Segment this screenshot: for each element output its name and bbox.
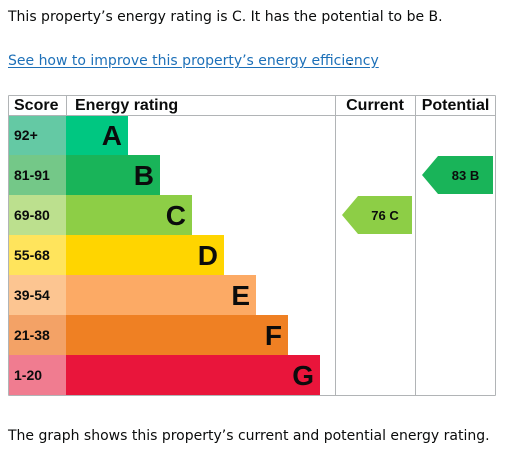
rating-bar-f xyxy=(66,315,288,355)
score-label-f: 21-38 xyxy=(14,327,50,343)
link-period: . xyxy=(348,53,353,69)
header-current: Current xyxy=(346,97,404,114)
score-cell-b xyxy=(8,155,66,195)
header-score: Score xyxy=(14,97,59,114)
graph-description: The graph shows this property’s current … xyxy=(8,428,490,444)
improve-efficiency-link[interactable]: See how to improve this property’s energ… xyxy=(8,53,379,69)
energy-rating-chart: Score Energy rating Current Potential 92+ A 81… xyxy=(8,95,496,396)
score-label-d: 55-68 xyxy=(14,247,50,263)
score-label-c: 69-80 xyxy=(14,207,50,223)
rating-letter-g: G xyxy=(292,360,314,391)
rating-letter-a: A xyxy=(102,120,122,151)
rating-bar-b xyxy=(66,155,160,195)
rating-bar-a xyxy=(66,115,128,155)
rating-bar-e xyxy=(66,275,256,315)
current-arrow xyxy=(342,196,412,234)
header-potential: Potential xyxy=(422,97,490,114)
rating-letter-d: D xyxy=(198,240,218,271)
current-rating-label: 76 C xyxy=(371,208,399,223)
score-label-b: 81-91 xyxy=(14,167,50,183)
score-cell-a xyxy=(8,115,66,155)
energy-rating-graph: Score Energy rating Current Potential 92+ A 81… xyxy=(8,95,496,396)
score-label-a: 92+ xyxy=(14,127,38,143)
score-cell-f xyxy=(8,315,66,355)
score-cell-e xyxy=(8,275,66,315)
rating-bar-d xyxy=(66,235,224,275)
score-cell-g xyxy=(8,355,66,395)
rating-letter-b: B xyxy=(134,160,154,191)
rating-bar-c xyxy=(66,195,192,235)
potential-rating-label: 83 B xyxy=(452,168,479,183)
rating-bar-g xyxy=(66,355,320,395)
score-cell-c xyxy=(8,195,66,235)
rating-letter-e: E xyxy=(231,280,250,311)
score-label-g: 1-20 xyxy=(14,367,42,383)
potential-arrow xyxy=(422,156,493,194)
rating-letter-c: C xyxy=(166,200,186,231)
score-label-e: 39-54 xyxy=(14,287,50,303)
rating-letter-f: F xyxy=(265,320,282,351)
header-energy-rating: Energy rating xyxy=(75,97,178,114)
energy-rating-summary: This property’s energy rating is C. It h… xyxy=(8,9,443,25)
score-cell-d xyxy=(8,235,66,275)
